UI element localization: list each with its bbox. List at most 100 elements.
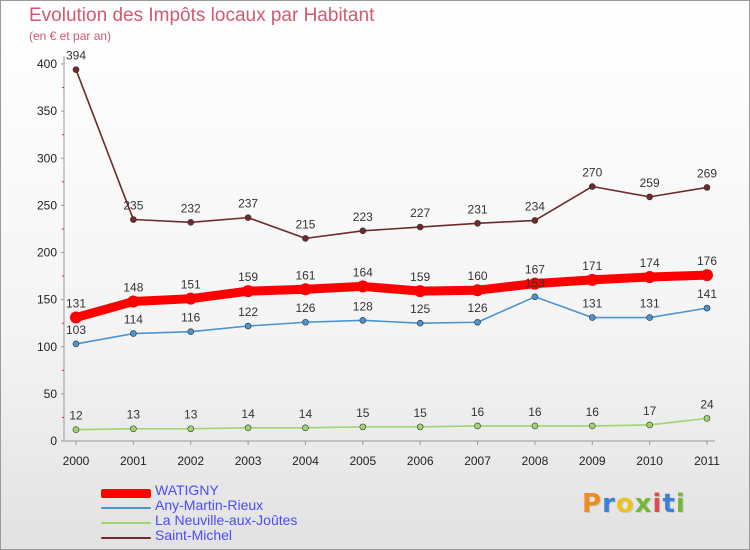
data-point xyxy=(646,314,653,321)
series-line xyxy=(71,270,712,323)
data-label: 176 xyxy=(697,254,717,268)
y-tick-label: 150 xyxy=(37,293,57,307)
data-point xyxy=(72,340,80,348)
x-tick-label: 2007 xyxy=(464,454,491,468)
data-label: 269 xyxy=(697,166,717,180)
data-label: 116 xyxy=(181,311,200,325)
data-label: 231 xyxy=(468,202,488,216)
series-line xyxy=(75,295,708,345)
data-point xyxy=(302,235,309,242)
data-label: 15 xyxy=(356,406,370,420)
y-tick-label: 100 xyxy=(37,340,57,354)
data-point xyxy=(531,293,539,301)
data-point xyxy=(244,214,252,221)
proxiti-logo: Proxiti xyxy=(582,489,686,519)
data-label: 237 xyxy=(238,197,258,211)
x-tick-label: 2009 xyxy=(579,454,606,468)
data-label: 16 xyxy=(471,405,485,419)
legend-swatch xyxy=(101,507,151,509)
data-label: 126 xyxy=(468,301,488,315)
data-point xyxy=(586,273,599,286)
data-label: 235 xyxy=(123,199,143,213)
data-point xyxy=(302,424,309,432)
data-label: 160 xyxy=(468,269,488,283)
data-point xyxy=(703,184,711,191)
data-point xyxy=(703,415,711,422)
chart-subtitle: (en € et par an) xyxy=(29,29,112,43)
data-label: 148 xyxy=(123,281,143,295)
data-label: 15 xyxy=(414,406,428,420)
x-tick-label: 2002 xyxy=(177,454,204,468)
data-label: 151 xyxy=(181,278,201,292)
y-tick-label: 250 xyxy=(37,198,57,212)
data-point xyxy=(703,304,711,312)
data-label: 17 xyxy=(643,404,657,418)
data-point xyxy=(356,280,369,293)
data-point xyxy=(416,423,424,431)
y-tick-label: 400 xyxy=(37,57,57,71)
y-tick-label: 200 xyxy=(37,246,57,260)
legend-label: Saint-Michel xyxy=(155,527,233,543)
y-tick-label: 350 xyxy=(37,104,57,118)
data-label: 227 xyxy=(410,206,430,220)
x-tick-label: 2011 xyxy=(694,454,720,468)
data-point xyxy=(299,283,312,296)
data-label: 161 xyxy=(295,268,315,282)
data-point xyxy=(416,319,424,327)
data-label: 234 xyxy=(525,199,545,213)
data-label: 131 xyxy=(640,297,660,311)
data-label: 131 xyxy=(582,297,602,311)
data-point xyxy=(528,277,541,290)
data-point xyxy=(70,311,82,324)
data-label: 16 xyxy=(528,405,542,419)
data-label: 223 xyxy=(353,210,373,224)
data-label: 125 xyxy=(410,302,430,316)
data-point xyxy=(244,424,252,432)
data-label: 103 xyxy=(66,323,86,337)
x-tick-label: 2006 xyxy=(407,454,434,468)
data-point xyxy=(588,422,596,430)
data-point xyxy=(414,285,427,298)
y-tick-label: 0 xyxy=(50,434,57,448)
data-label: 24 xyxy=(700,397,714,411)
legend-swatch xyxy=(101,537,151,539)
data-label: 174 xyxy=(640,256,660,270)
data-point xyxy=(588,314,596,321)
data-point xyxy=(242,285,255,298)
x-tick-label: 2001 xyxy=(120,454,147,468)
data-label: 167 xyxy=(525,263,545,277)
data-label: 14 xyxy=(299,407,313,421)
data-label: 159 xyxy=(238,270,258,284)
data-label: 131 xyxy=(66,297,86,311)
data-label: 394 xyxy=(66,49,86,63)
data-label: 16 xyxy=(586,405,600,419)
legend-label: La Neuville-aux-Joûtes xyxy=(155,512,298,528)
data-label: 232 xyxy=(181,201,201,215)
x-tick-label: 2010 xyxy=(636,454,663,468)
data-point xyxy=(187,425,195,433)
data-point xyxy=(187,219,195,226)
data-point xyxy=(130,425,137,433)
data-label: 114 xyxy=(124,313,143,327)
legend-label: Any-Martin-Rieux xyxy=(155,497,264,513)
data-point xyxy=(127,295,140,308)
series-line xyxy=(75,417,708,431)
data-point xyxy=(531,217,539,224)
data-label: 128 xyxy=(353,299,373,313)
x-tick-label: 2004 xyxy=(292,454,319,468)
data-label: 215 xyxy=(295,217,315,231)
data-point xyxy=(359,227,367,235)
data-point xyxy=(72,66,80,73)
data-label: 13 xyxy=(127,408,141,422)
chart-title: Evolution des Impôts locaux par Habitant xyxy=(29,5,375,26)
data-label: 270 xyxy=(582,166,602,180)
data-point xyxy=(474,318,481,326)
data-label: 159 xyxy=(410,270,430,284)
data-point xyxy=(416,223,424,231)
data-point xyxy=(531,422,539,430)
data-point xyxy=(187,328,195,335)
data-point xyxy=(471,284,484,297)
x-tick-label: 2000 xyxy=(63,454,90,468)
